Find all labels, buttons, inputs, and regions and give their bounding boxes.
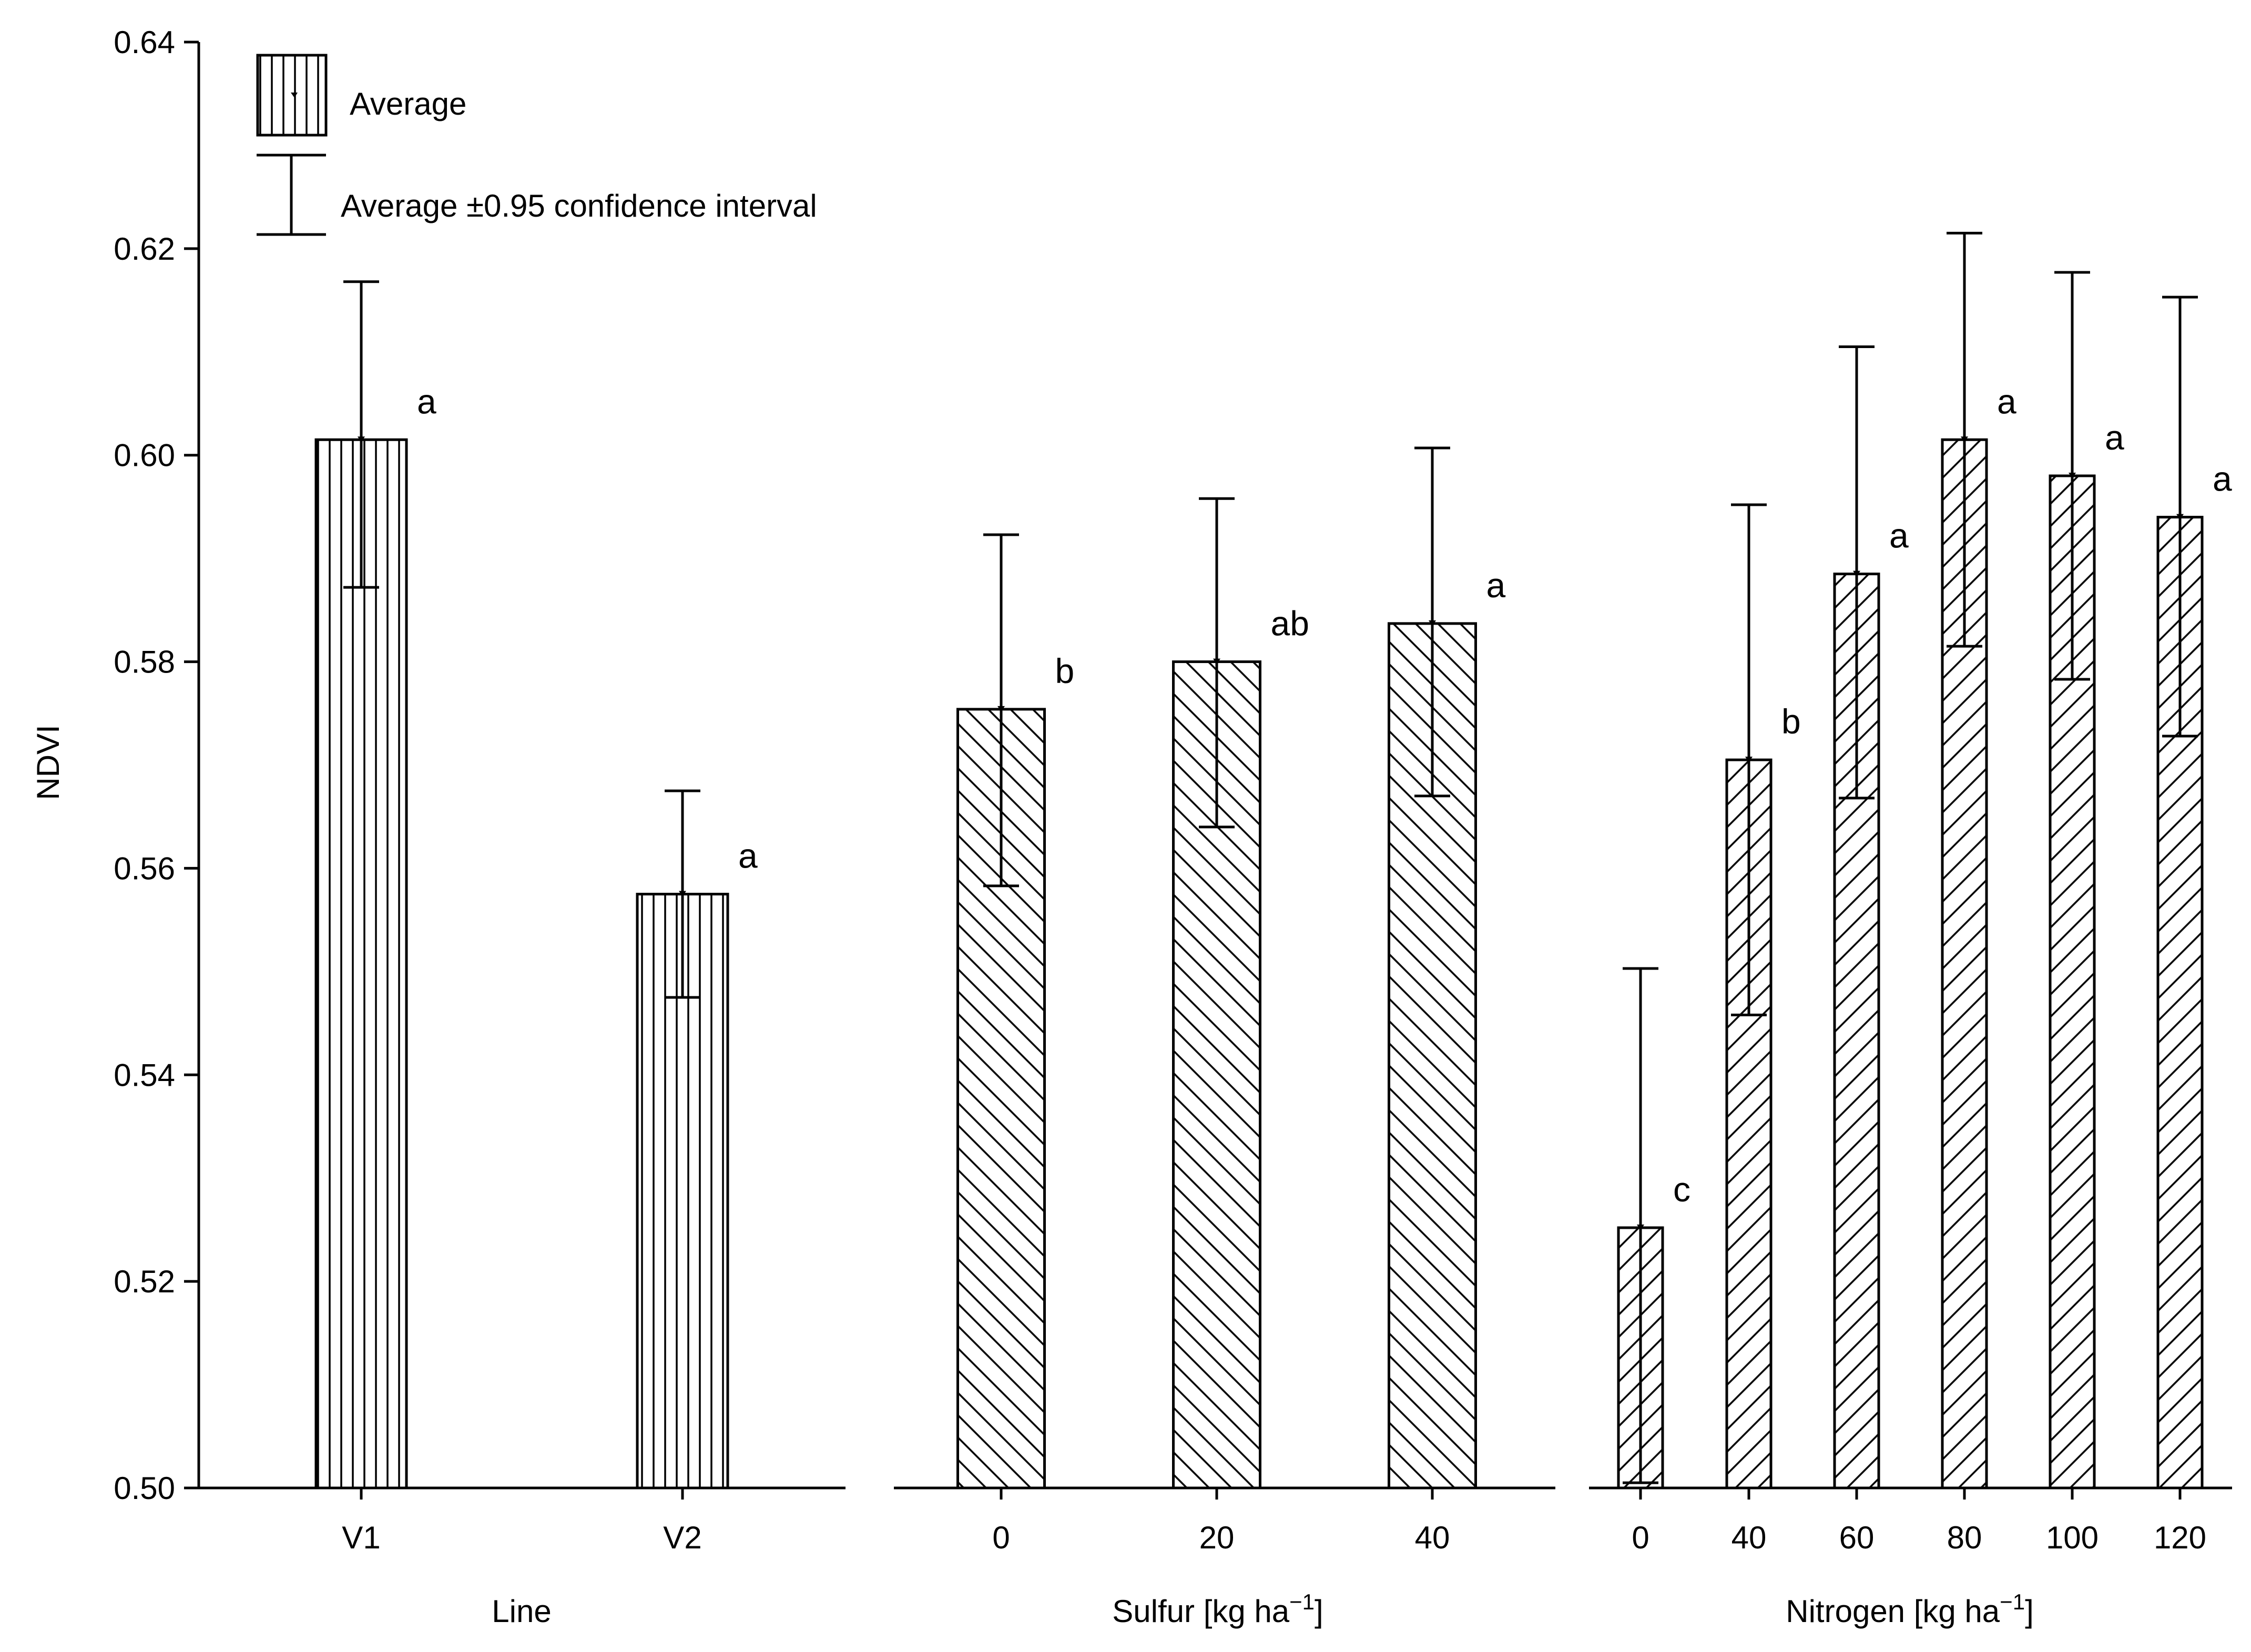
x-tick-label: 120: [2154, 1520, 2206, 1555]
legend: Average Average ±0.95 confidence interva…: [256, 54, 817, 236]
panel-nitrogen: 0 c 40 b 60 a 80 a 100 a 120 a Nitrogen [kg ha−1]: [1589, 231, 2232, 1629]
x-tick-label: 60: [1839, 1520, 1875, 1555]
x-tick-label: 40: [1415, 1520, 1450, 1555]
significance-letter: a: [1889, 516, 1909, 555]
x-tick-label: 0: [992, 1520, 1010, 1555]
y-axis-title: NDVI: [30, 725, 66, 800]
x-axis-title: Line: [492, 1594, 551, 1629]
significance-letter: a: [738, 837, 758, 875]
x-tick-label: 100: [2046, 1520, 2099, 1555]
mean-marker-icon: [2176, 514, 2184, 520]
x-tick-label: V2: [663, 1520, 701, 1555]
legend-average-label: Average: [350, 86, 466, 121]
significance-letter: b: [1055, 651, 1075, 690]
significance-letter: a: [2213, 460, 2232, 498]
significance-letter: b: [1781, 702, 1801, 741]
mean-marker-icon: [1213, 658, 1220, 665]
x-axis-title: Nitrogen [kg ha−1]: [1786, 1589, 2033, 1629]
y-tick-label: 0.54: [114, 1057, 175, 1093]
mean-marker-icon: [2069, 473, 2076, 478]
legend-average-swatch: [256, 54, 328, 137]
mean-marker-icon: [1637, 1225, 1644, 1230]
mean-marker-icon: [1745, 757, 1753, 763]
y-tick-label: 0.64: [114, 25, 175, 60]
x-tick-label: 20: [1199, 1520, 1235, 1555]
y-tick-label: 0.52: [114, 1264, 175, 1299]
legend-ci-label: Average ±0.95 confidence interval: [341, 188, 817, 223]
x-tick-label: 80: [1947, 1520, 1982, 1555]
mean-marker-icon: [1961, 436, 1968, 443]
y-tick-label: 0.56: [114, 851, 175, 886]
legend-average-marker-icon: [291, 93, 298, 98]
significance-letter: a: [2105, 418, 2124, 457]
x-tick-label: 40: [1731, 1520, 1767, 1555]
mean-marker-icon: [1429, 620, 1436, 626]
y-tick-label: 0.58: [114, 645, 175, 680]
mean-marker-icon: [358, 436, 365, 443]
panel-line: V1 a V2 a Line: [199, 280, 846, 1629]
mean-marker-icon: [679, 891, 686, 897]
mean-marker-icon: [997, 706, 1005, 712]
significance-letter: a: [1997, 382, 2016, 421]
y-tick-label: 0.60: [114, 438, 175, 473]
significance-letter: c: [1673, 1170, 1690, 1209]
mean-marker-icon: [1853, 570, 1860, 577]
x-tick-label: 0: [1632, 1520, 1649, 1555]
y-tick-label: 0.62: [114, 231, 175, 267]
x-tick-label: V1: [342, 1520, 380, 1555]
y-tick-label: 0.50: [114, 1471, 175, 1506]
significance-letter: a: [417, 382, 436, 421]
x-axis-title: Sulfur [kg ha−1]: [1112, 1589, 1323, 1629]
y-axis: 0.50 0.52 0.54 0.56 0.58 0.60 0.62 0.64: [114, 25, 200, 1506]
panel-sulfur: 0 b 20 ab 40 a Sulfur [kg ha−1]: [894, 446, 1555, 1629]
significance-letter: a: [1486, 566, 1506, 605]
bar: [314, 438, 408, 1490]
significance-letter: ab: [1271, 604, 1309, 643]
